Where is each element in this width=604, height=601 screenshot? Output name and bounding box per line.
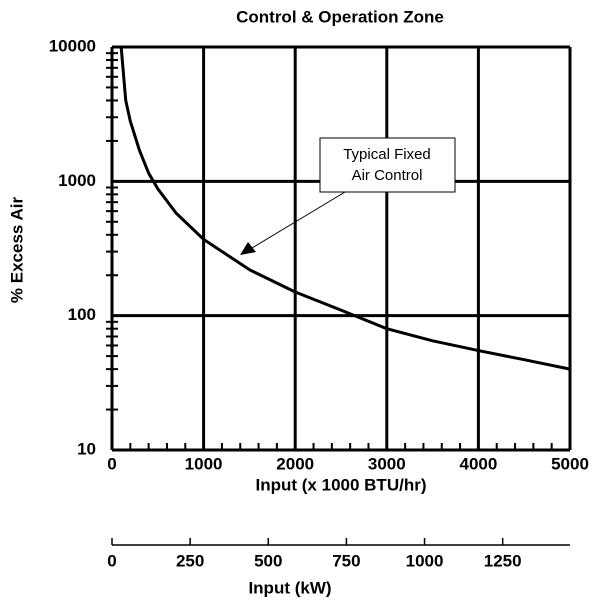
x2-tick-label: 500 xyxy=(254,551,282,570)
x2-tick-label: 1000 xyxy=(406,551,444,570)
x-tick-label: 1000 xyxy=(185,454,223,473)
x2-tick-label: 250 xyxy=(176,551,204,570)
y-tick-label: 10000 xyxy=(49,36,96,55)
data-line xyxy=(119,46,571,371)
y-tick-label: 10 xyxy=(77,439,96,458)
x2-tick-label: 750 xyxy=(332,551,360,570)
x-tick-label: 2000 xyxy=(276,454,314,473)
x-tick-label: 5000 xyxy=(551,454,589,473)
annotation-text: Air Control xyxy=(352,167,423,184)
y-axis-label: % Excess Air xyxy=(7,197,26,304)
x-tick-label: 4000 xyxy=(459,454,497,473)
annotation-arrow xyxy=(251,191,346,249)
y-tick-label: 1000 xyxy=(58,171,96,190)
x-axis-label: Input (x 1000 BTU/hr) xyxy=(256,475,427,494)
annotation-text: Typical Fixed xyxy=(343,146,431,163)
x-tick-label: 3000 xyxy=(368,454,406,473)
x2-tick-label: 0 xyxy=(107,551,116,570)
y-tick-label: 100 xyxy=(68,305,96,324)
x-tick-label: 0 xyxy=(107,454,116,473)
x2-tick-label: 1250 xyxy=(484,551,522,570)
annotation-box xyxy=(319,137,456,193)
annotation-arrowhead xyxy=(240,242,256,255)
chart-title: Control & Operation Zone xyxy=(236,7,444,26)
x2-axis-label: Input (kW) xyxy=(248,578,331,597)
